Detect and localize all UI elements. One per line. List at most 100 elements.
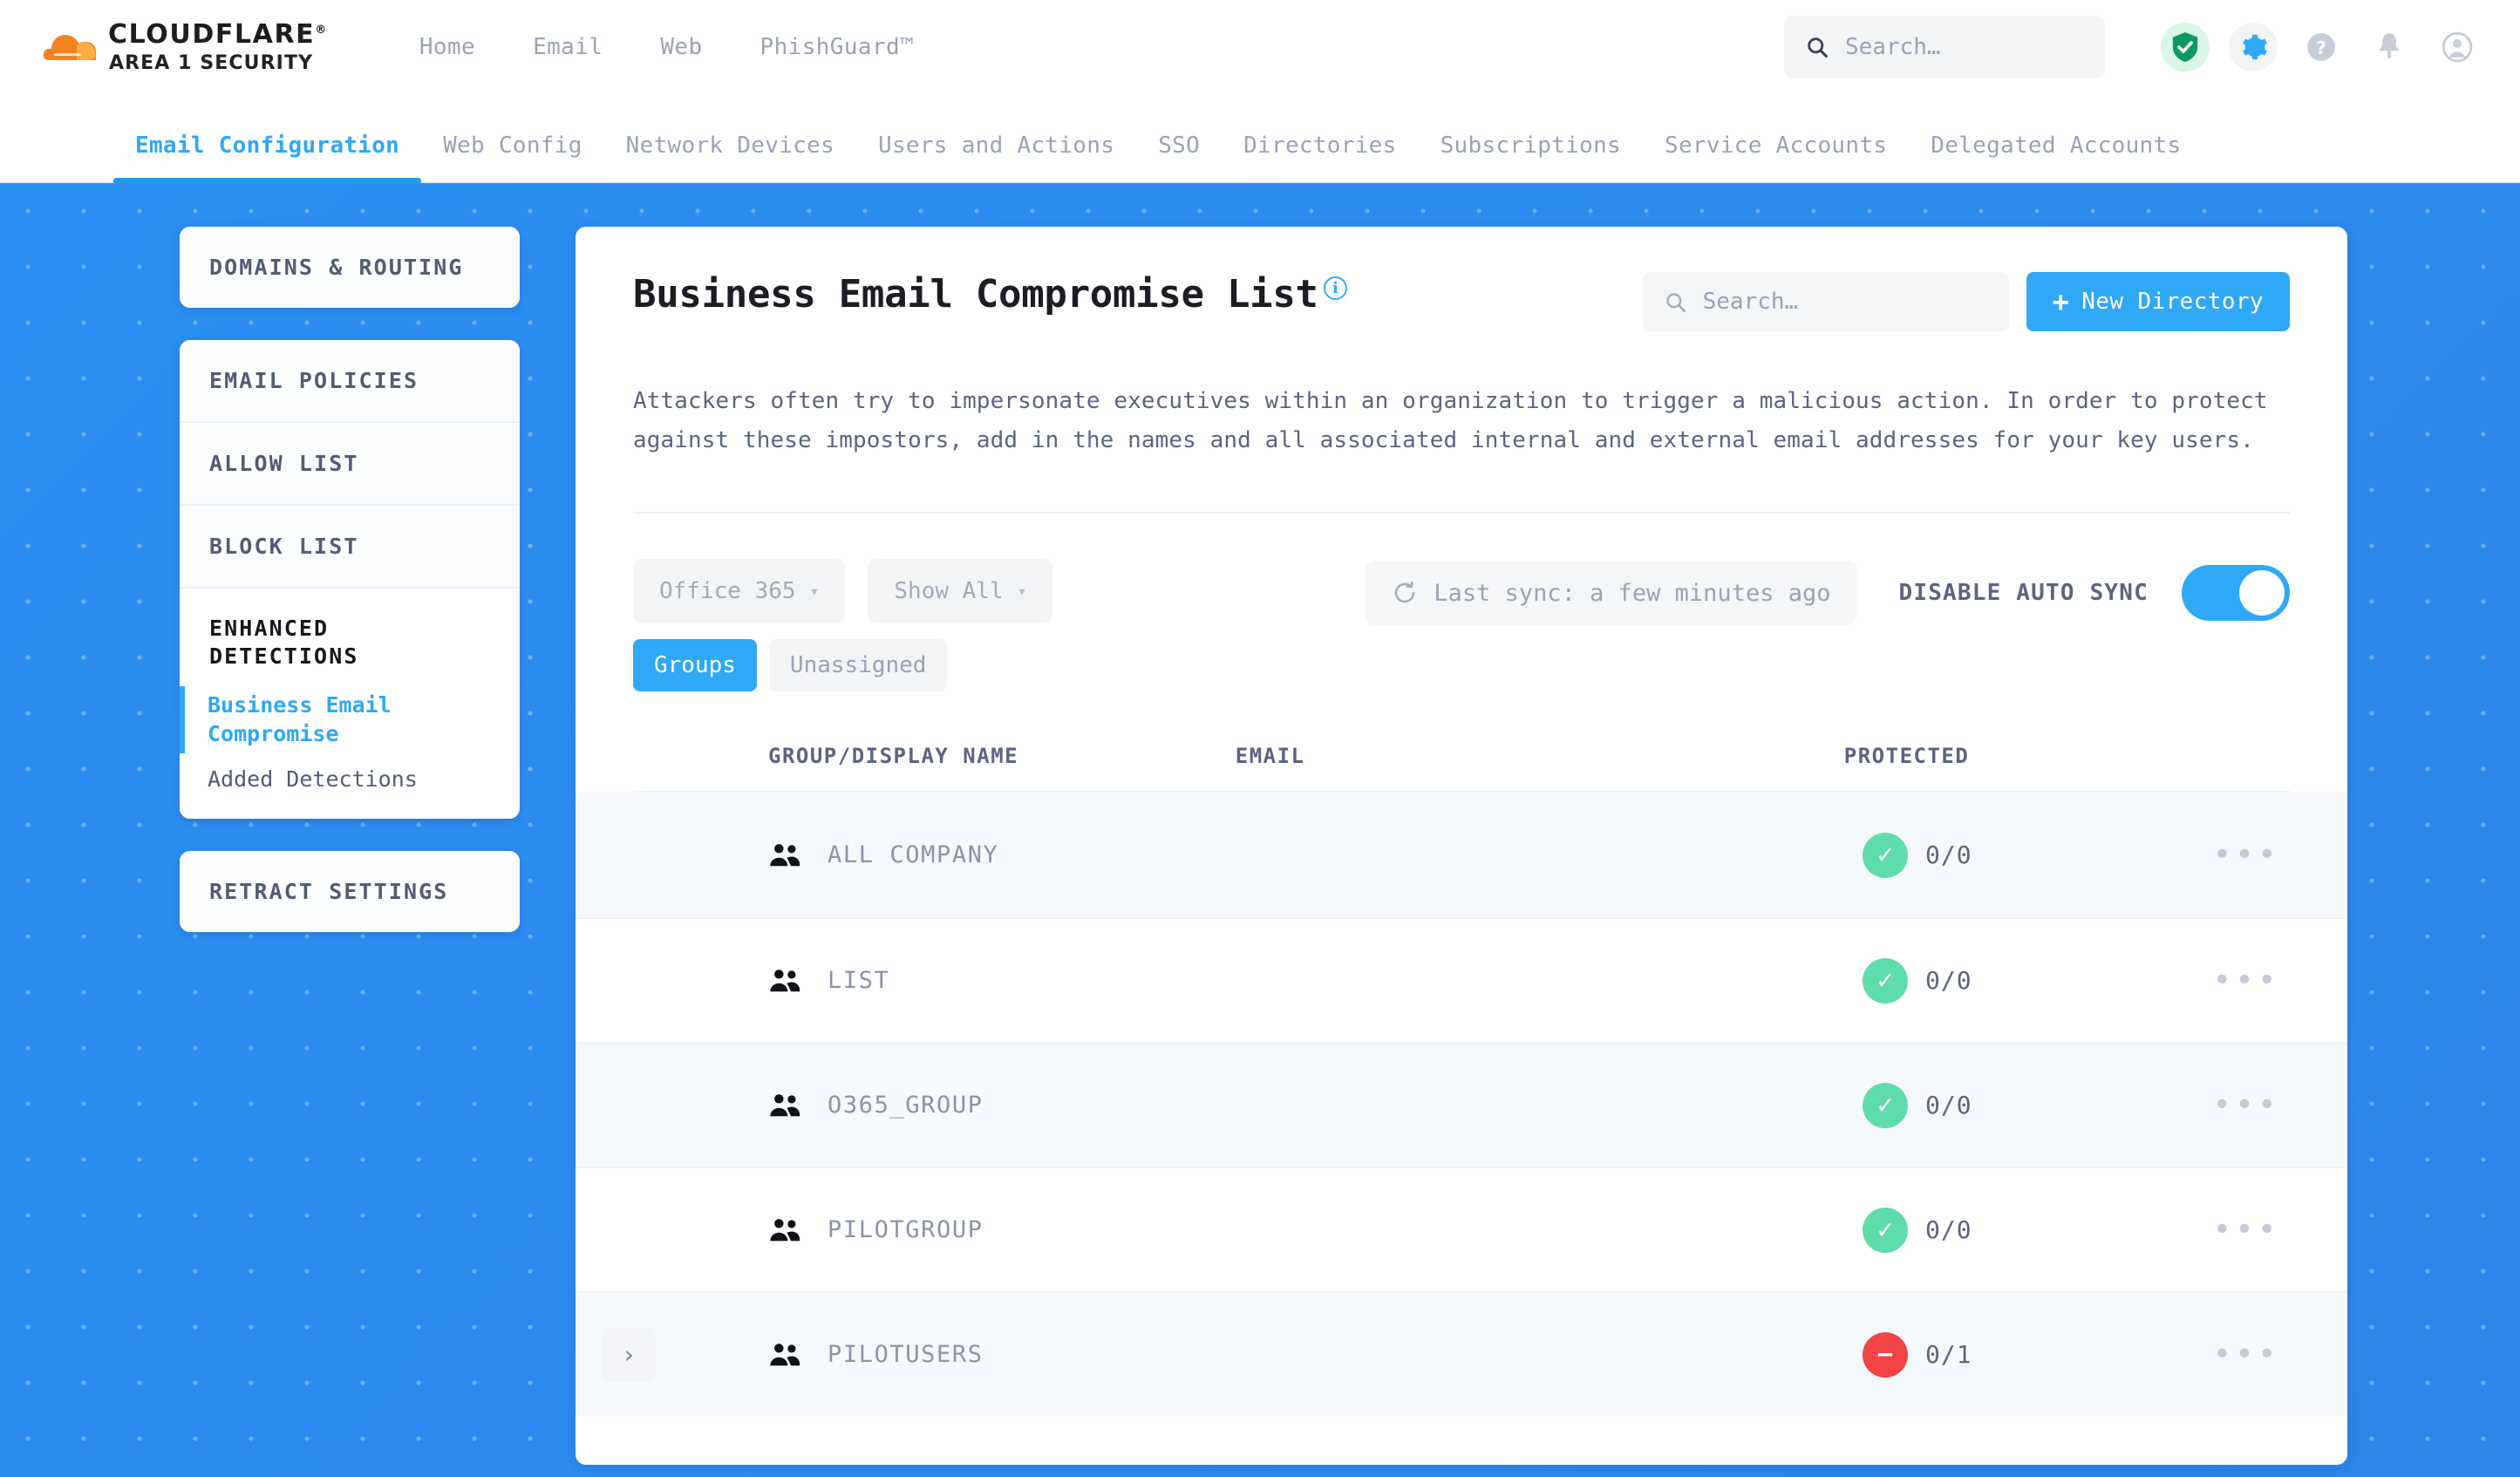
nav-item-email[interactable]: Email bbox=[533, 34, 603, 60]
panel-search-input[interactable]: Search… bbox=[1642, 272, 2009, 331]
nav-item-home[interactable]: Home bbox=[419, 34, 476, 60]
filter-toolbar: Office 365 ▾ Show All ▾ Groups Unassigne… bbox=[633, 559, 2290, 692]
gear-icon[interactable] bbox=[2229, 23, 2278, 71]
tab-service-accounts[interactable]: Service Accounts bbox=[1664, 133, 1888, 159]
status-badge: ✓ bbox=[1863, 957, 1908, 1004]
view-toggle-groups[interactable]: Groups bbox=[633, 639, 757, 692]
sidebar-item-business-email-compromise[interactable]: Business Email Compromise bbox=[180, 683, 520, 757]
sidebar-item-allow-list[interactable]: ALLOW LIST bbox=[180, 421, 520, 504]
page-title-text: Business Email Compromise List bbox=[633, 272, 1318, 316]
row-protected-cell: − 0/1 bbox=[1863, 1331, 2176, 1378]
row-name-cell: PILOTUSERS bbox=[633, 1341, 1243, 1369]
brand-name-text: CLOUDFLARE bbox=[108, 18, 316, 50]
table-row[interactable]: ALL COMPANY ✓ 0/0 ••• bbox=[576, 793, 2347, 918]
panel-header-actions: Search… + New Directory bbox=[1642, 272, 2290, 331]
view-toggle-unassigned[interactable]: Unassigned bbox=[768, 639, 948, 692]
last-sync-status[interactable]: Last sync: a few minutes ago bbox=[1366, 561, 1857, 626]
panel-header: Business Email Compromise List i Search… … bbox=[633, 272, 2290, 331]
tab-subscriptions[interactable]: Subscriptions bbox=[1440, 133, 1621, 159]
info-icon[interactable]: i bbox=[1323, 276, 1347, 301]
last-sync-text: Last sync: a few minutes ago bbox=[1434, 579, 1831, 607]
sidebar-item-block-list[interactable]: BLOCK LIST bbox=[180, 504, 520, 587]
row-protected-count: 0/1 bbox=[1925, 1340, 1972, 1370]
global-search-input[interactable]: Search… bbox=[1784, 16, 2105, 78]
group-people-icon bbox=[770, 970, 800, 992]
row-protected-count: 0/0 bbox=[1925, 1091, 1972, 1120]
app-header: CLOUDFLARE® AREA 1 SECURITY Home Email W… bbox=[0, 0, 2520, 94]
header-actions: Search… ? bbox=[1784, 16, 2482, 78]
table-row[interactable]: O365_GROUP ✓ 0/0 ••• bbox=[576, 1042, 2347, 1167]
sidebar-item-email-policies[interactable]: EMAIL POLICIES bbox=[180, 340, 520, 421]
column-header-protected: PROTECTED bbox=[1843, 744, 1970, 769]
row-protected-cell: ✓ 0/0 bbox=[1863, 957, 2176, 1004]
disable-auto-sync-label: DISABLE AUTO SYNC bbox=[1898, 580, 2149, 607]
account-icon[interactable] bbox=[2433, 23, 2482, 71]
row-name-cell: LIST bbox=[633, 967, 1243, 995]
status-badge: ✓ bbox=[1863, 1207, 1908, 1253]
row-protected-count: 0/0 bbox=[1925, 1215, 1972, 1245]
status-badge: ✓ bbox=[1863, 1082, 1908, 1128]
sidebar-item-retract-settings[interactable]: RETRACT SETTINGS bbox=[180, 850, 520, 932]
new-directory-button[interactable]: + New Directory bbox=[2026, 272, 2290, 331]
tab-delegated-accounts[interactable]: Delegated Accounts bbox=[1931, 133, 2182, 159]
row-actions-menu[interactable]: ••• bbox=[2212, 1211, 2280, 1248]
page-body: DOMAINS & ROUTING EMAIL POLICIES ALLOW L… bbox=[0, 183, 2520, 1477]
nav-item-phishguard[interactable]: PhishGuard™ bbox=[759, 34, 915, 60]
refresh-icon bbox=[1395, 582, 1415, 603]
row-protected-cell: ✓ 0/0 bbox=[1863, 1207, 2176, 1253]
shield-check-icon[interactable] bbox=[2161, 23, 2210, 71]
group-people-icon bbox=[770, 1094, 800, 1117]
group-people-icon bbox=[770, 1219, 800, 1242]
scope-select-value: Show All bbox=[894, 578, 1004, 605]
secondary-tab-bar: Email Configuration Web Config Network D… bbox=[0, 94, 2520, 184]
table-row[interactable]: › PILOTUSERS − 0/1 ••• bbox=[576, 1291, 2347, 1417]
row-group-name: O365_GROUP bbox=[828, 1092, 984, 1120]
tab-directories[interactable]: Directories bbox=[1243, 133, 1397, 159]
row-actions-menu[interactable]: ••• bbox=[2212, 836, 2280, 873]
sidebar-item-domains-routing[interactable]: DOMAINS & ROUTING bbox=[180, 227, 520, 308]
expand-row-button[interactable]: › bbox=[602, 1327, 656, 1382]
row-actions-menu[interactable]: ••• bbox=[2212, 1336, 2280, 1372]
tab-sso[interactable]: SSO bbox=[1158, 133, 1201, 159]
row-name-cell: ALL COMPANY bbox=[633, 841, 1243, 869]
panel-search-placeholder: Search… bbox=[1702, 289, 1799, 315]
global-search-placeholder: Search… bbox=[1845, 34, 1941, 60]
sidebar-heading-enhanced-detections: ENHANCED DETECTIONS bbox=[180, 587, 520, 683]
chevron-down-icon: ▾ bbox=[1017, 582, 1027, 601]
table-header-row: GROUP/DISPLAY NAME EMAIL PROTECTED bbox=[633, 744, 2290, 791]
scope-select[interactable]: Show All ▾ bbox=[868, 559, 1053, 624]
tab-users-and-actions[interactable]: Users and Actions bbox=[877, 133, 1115, 159]
filter-selects: Office 365 ▾ Show All ▾ bbox=[633, 559, 1053, 624]
tab-email-configuration[interactable]: Email Configuration bbox=[113, 133, 422, 184]
sidebar-card-retract: RETRACT SETTINGS bbox=[180, 850, 520, 932]
bell-icon[interactable] bbox=[2365, 23, 2414, 71]
provider-select[interactable]: Office 365 ▾ bbox=[633, 559, 846, 624]
plus-icon: + bbox=[2052, 285, 2070, 318]
filter-controls: Office 365 ▾ Show All ▾ Groups Unassigne… bbox=[633, 559, 1053, 692]
sidebar-group-enhanced-detections: ENHANCED DETECTIONS Business Email Compr… bbox=[180, 587, 520, 819]
disable-auto-sync-toggle[interactable] bbox=[2182, 565, 2290, 622]
brand-logo[interactable]: CLOUDFLARE® AREA 1 SECURITY bbox=[42, 20, 328, 74]
column-header-email: EMAIL bbox=[1235, 744, 1305, 769]
main-panel: Business Email Compromise List i Search… … bbox=[576, 227, 2347, 1465]
group-people-icon bbox=[770, 844, 800, 867]
row-actions-menu[interactable]: ••• bbox=[2212, 1086, 2280, 1123]
svg-text:?: ? bbox=[2316, 37, 2326, 58]
row-actions-menu[interactable]: ••• bbox=[2212, 962, 2280, 998]
sidebar-item-added-detections[interactable]: Added Detections bbox=[208, 766, 418, 792]
tab-network-devices[interactable]: Network Devices bbox=[625, 133, 834, 159]
row-protected-cell: ✓ 0/0 bbox=[1863, 832, 2176, 878]
nav-item-web[interactable]: Web bbox=[660, 34, 703, 60]
row-name-cell: PILOTGROUP bbox=[633, 1216, 1243, 1244]
tab-web-config[interactable]: Web Config bbox=[443, 133, 582, 159]
help-icon[interactable]: ? bbox=[2297, 23, 2346, 71]
section-divider bbox=[633, 512, 2290, 514]
sidebar-card-policies: EMAIL POLICIES ALLOW LIST BLOCK LIST ENH… bbox=[180, 340, 520, 819]
table-row[interactable]: LIST ✓ 0/0 ••• bbox=[576, 917, 2347, 1043]
directory-table-body: ALL COMPANY ✓ 0/0 ••• bbox=[576, 791, 2347, 1417]
row-name-cell: O365_GROUP bbox=[633, 1092, 1243, 1120]
cloudflare-cloud-logo-icon bbox=[42, 20, 105, 74]
provider-select-value: Office 365 bbox=[659, 578, 796, 605]
page-title: Business Email Compromise List i bbox=[633, 272, 1347, 316]
table-row[interactable]: PILOTGROUP ✓ 0/0 ••• bbox=[576, 1167, 2347, 1292]
